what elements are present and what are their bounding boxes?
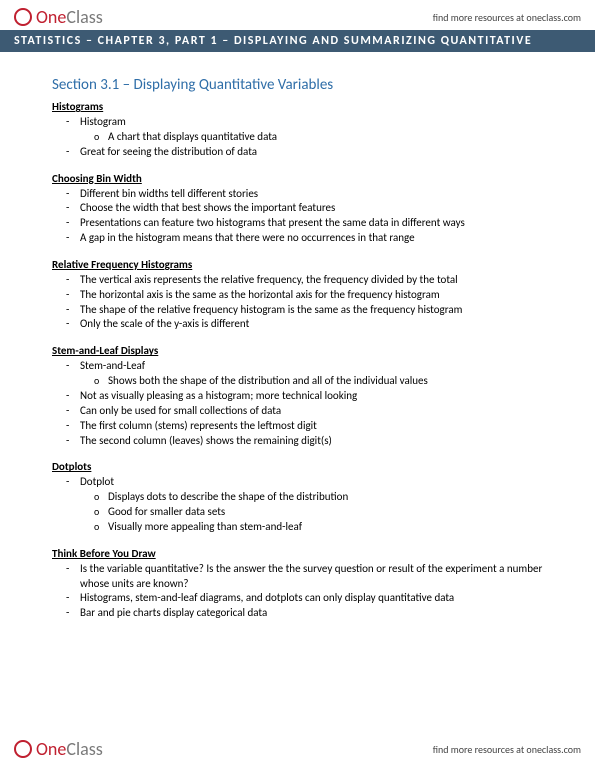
list-item: The second column (leaves) shows the rem… xyxy=(80,434,543,449)
logo-icon xyxy=(14,740,32,758)
logo: OneClass xyxy=(14,6,103,28)
sub-list-item: Good for smaller data sets xyxy=(108,505,543,520)
subheading: Dotplots xyxy=(52,460,543,473)
list-item: Is the variable quantitative? Is the ans… xyxy=(80,562,543,592)
logo-text-class: Class xyxy=(66,6,102,28)
logo-text-class: Class xyxy=(66,738,102,760)
subheading: Think Before You Draw xyxy=(52,547,543,560)
list-item: A gap in the histogram means that there … xyxy=(80,231,543,246)
list-item: Not as visually pleasing as a histogram;… xyxy=(80,389,543,404)
sub-bullet-list: Shows both the shape of the distribution… xyxy=(80,374,543,389)
bullet-list: HistogramA chart that displays quantitat… xyxy=(52,115,543,160)
list-item: Can only be used for small collections o… xyxy=(80,404,543,419)
logo-text-one: One xyxy=(36,6,66,28)
list-item: The vertical axis represents the relativ… xyxy=(80,273,543,288)
sections-container: Histograms HistogramA chart that displays… xyxy=(52,100,543,621)
subheading: Stem-and-Leaf Displays xyxy=(52,344,543,357)
logo-icon xyxy=(14,8,32,26)
bullet-list: Different bin widths tell different stor… xyxy=(52,187,543,246)
footer-logo: OneClass xyxy=(14,738,103,760)
subheading: Histograms xyxy=(52,100,543,113)
list-item: Histograms, stem-and-leaf diagrams, and … xyxy=(80,591,543,606)
bullet-list: The vertical axis represents the relativ… xyxy=(52,273,543,332)
list-item: Stem-and-LeafShows both the shape of the… xyxy=(80,359,543,389)
list-item: The horizontal axis is the same as the h… xyxy=(80,288,543,303)
list-item: Bar and pie charts display categorical d… xyxy=(80,606,543,621)
bullet-list: Is the variable quantitative? Is the ans… xyxy=(52,562,543,621)
page-content: Section 3.1 – Displaying Quantitative Va… xyxy=(0,52,595,631)
sub-list-item: Shows both the shape of the distribution… xyxy=(108,374,543,389)
bullet-list: DotplotDisplays dots to describe the sha… xyxy=(52,475,543,534)
sub-list-item: A chart that displays quantitative data xyxy=(108,130,543,145)
bullet-list: Stem-and-LeafShows both the shape of the… xyxy=(52,359,543,448)
footer-resources-link[interactable]: find more resources at oneclass.com xyxy=(433,743,581,756)
header-bar: OneClass find more resources at oneclass… xyxy=(0,0,595,30)
footer-bar: OneClass find more resources at oneclass… xyxy=(0,734,595,770)
chapter-banner: STATISTICS – CHAPTER 3, PART 1 – DISPLAY… xyxy=(0,30,595,52)
subheading: Relative Frequency Histograms xyxy=(52,258,543,271)
logo-text-one: One xyxy=(36,738,66,760)
sub-list-item: Displays dots to describe the shape of t… xyxy=(108,490,543,505)
list-item: Presentations can feature two histograms… xyxy=(80,216,543,231)
list-item: The shape of the relative frequency hist… xyxy=(80,303,543,318)
sub-list-item: Visually more appealing than stem-and-le… xyxy=(108,520,543,535)
list-item: HistogramA chart that displays quantitat… xyxy=(80,115,543,145)
header-resources-link[interactable]: find more resources at oneclass.com xyxy=(433,11,581,24)
list-item: The first column (stems) represents the … xyxy=(80,419,543,434)
list-item: Choose the width that best shows the imp… xyxy=(80,201,543,216)
list-item: DotplotDisplays dots to describe the sha… xyxy=(80,475,543,534)
subheading: Choosing Bin Width xyxy=(52,172,543,185)
sub-bullet-list: Displays dots to describe the shape of t… xyxy=(80,490,543,535)
sub-bullet-list: A chart that displays quantitative data xyxy=(80,130,543,145)
list-item: Different bin widths tell different stor… xyxy=(80,187,543,202)
list-item: Only the scale of the y-axis is differen… xyxy=(80,317,543,332)
section-title: Section 3.1 – Displaying Quantitative Va… xyxy=(52,76,543,94)
list-item: Great for seeing the distribution of dat… xyxy=(80,145,543,160)
